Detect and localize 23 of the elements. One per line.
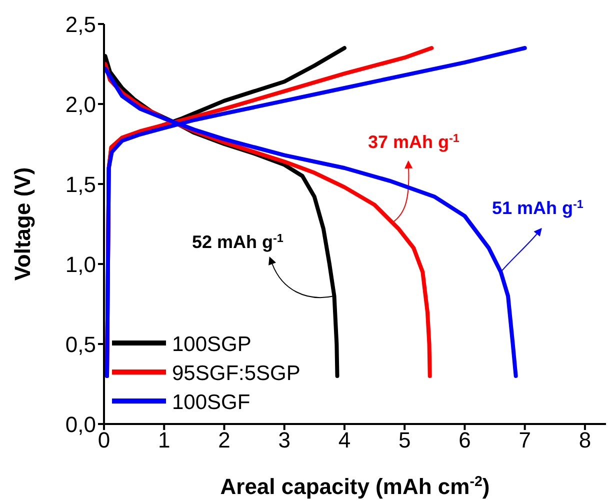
x-tick-label: 7: [518, 428, 531, 453]
legend-label: 95SGF:5SGP: [172, 362, 300, 385]
y-tick-label: 1,0: [65, 252, 96, 277]
x-tick-label: 1: [158, 428, 170, 453]
y-tick-label: 1,5: [65, 172, 96, 197]
annotation: 51 mAh g$^{-1}$: [492, 198, 584, 218]
x-tick-label: 8: [578, 428, 592, 453]
annotation: 37 mAh g$^{-1}$: [368, 132, 460, 152]
y-tick-label: 0,0: [65, 412, 96, 437]
x-tick-label: 5: [398, 428, 411, 453]
x-tick-label: 2: [218, 428, 230, 453]
y-tick-label: 2,5: [65, 12, 96, 37]
y-tick-label: 0,5: [65, 332, 96, 357]
y-axis-title: Voltage (V): [10, 167, 35, 281]
x-tick-label: 4: [338, 428, 351, 453]
annotation: 52 mAh g$^{-1}$: [192, 232, 284, 252]
x-tick-label: 0: [98, 428, 110, 453]
y-tick-label: 2,0: [65, 92, 96, 117]
x-tick-label: 6: [458, 428, 471, 453]
x-axis-title: Areal capacity (mAh cm$^{-2}$): [220, 474, 490, 499]
legend-label: 100SGP: [172, 333, 252, 356]
legend-label: 100SGF: [172, 391, 250, 414]
x-tick-label: 3: [278, 428, 290, 453]
